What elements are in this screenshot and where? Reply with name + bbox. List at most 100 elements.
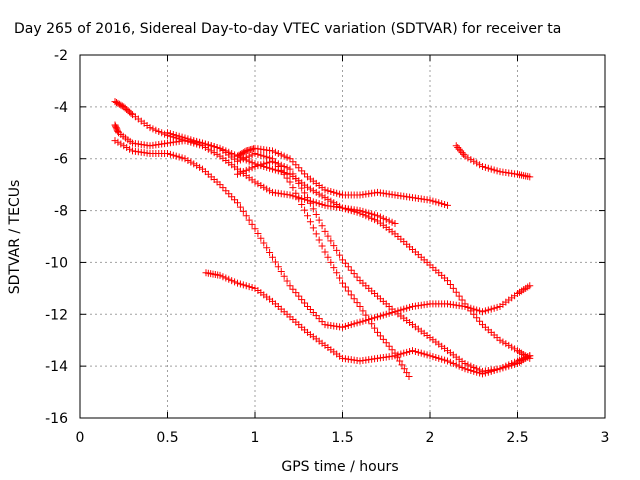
data-point-marker (397, 350, 405, 358)
data-point-marker (499, 338, 507, 346)
data-point-marker (301, 170, 309, 178)
data-point-marker (225, 190, 233, 198)
data-point-marker (409, 347, 416, 355)
y-tick-label: -14 (45, 359, 68, 375)
data-point-marker (379, 335, 387, 343)
data-point-marker (292, 175, 300, 183)
data-point-marker (403, 348, 411, 356)
data-point-marker (374, 212, 381, 220)
data-point-marker (327, 188, 335, 196)
data-point-marker (298, 201, 306, 209)
data-point-marker (271, 258, 279, 266)
data-point-marker (260, 183, 268, 191)
data-point-marker (508, 360, 516, 368)
data-point-marker (231, 278, 239, 286)
data-point-marker (219, 273, 227, 281)
data-point-marker (312, 188, 320, 196)
data-point-marker (222, 274, 230, 282)
data-point-marker (344, 322, 352, 330)
data-point-marker (169, 131, 177, 139)
data-point-marker (164, 129, 171, 137)
data-point-marker (234, 170, 241, 178)
data-point-marker (336, 251, 344, 259)
data-point-marker (476, 161, 484, 169)
data-point-marker (470, 157, 478, 165)
data-point-marker (327, 237, 335, 245)
data-point-marker (295, 179, 303, 187)
data-point-marker (277, 268, 285, 276)
data-point-marker (493, 303, 501, 311)
data-point-marker (414, 348, 422, 356)
data-point-marker (526, 173, 534, 181)
data-point-marker (330, 264, 338, 272)
data-point-marker (350, 270, 358, 278)
data-point-marker (187, 158, 195, 166)
data-point-marker (487, 367, 495, 375)
data-point-marker (289, 285, 297, 293)
data-point-marker (330, 242, 338, 250)
data-point-marker (225, 275, 233, 283)
data-point-marker (257, 161, 265, 169)
data-point-marker (283, 277, 291, 285)
data-point-marker (260, 152, 268, 160)
data-point-marker (333, 189, 341, 197)
data-point-marker (470, 367, 478, 375)
data-point-marker (502, 362, 510, 370)
data-point-marker (114, 127, 122, 135)
data-point-marker (280, 152, 288, 160)
data-point-marker (353, 273, 361, 281)
data-point-marker (251, 225, 259, 233)
data-point-marker (274, 160, 282, 168)
data-point-marker (216, 181, 224, 189)
x-tick-label: 1 (251, 430, 260, 446)
data-point-marker (245, 165, 253, 173)
data-point-marker (260, 160, 268, 168)
data-point-marker (505, 361, 513, 369)
data-point-marker (341, 322, 349, 330)
data-point-marker (385, 217, 393, 225)
data-point-marker (187, 136, 195, 144)
data-points (111, 98, 534, 381)
data-point-marker (359, 207, 367, 215)
data-point-marker (175, 132, 183, 140)
data-point-marker (228, 193, 236, 201)
data-point-marker (526, 352, 534, 360)
data-point-marker (172, 131, 180, 139)
data-point-marker (298, 184, 306, 192)
data-point-marker (321, 194, 329, 202)
data-point-marker (502, 340, 510, 348)
data-point-marker (248, 164, 256, 172)
data-point-marker (379, 311, 387, 319)
data-point-marker (283, 164, 291, 172)
data-point-marker (411, 347, 419, 355)
data-point-marker (444, 277, 451, 285)
data-point-marker (464, 303, 472, 311)
data-point-marker (464, 366, 472, 374)
data-point-marker (438, 355, 446, 363)
data-point-marker (324, 232, 332, 240)
axis-ticks: 0 0.5 1 1.5 2 2.5 3 -16 -14 -12 -10 -8 -6 -4 -2 (45, 48, 609, 446)
data-point-marker (403, 369, 411, 377)
data-point-marker (286, 155, 294, 163)
data-point-marker (127, 109, 135, 117)
data-point-marker (117, 140, 125, 148)
data-point-marker (382, 339, 390, 347)
data-point-marker (347, 321, 355, 329)
data-point-marker (271, 159, 279, 167)
data-point-marker (388, 346, 396, 354)
data-point-marker (234, 152, 241, 160)
data-point-marker (339, 279, 346, 287)
data-point-marker (178, 133, 186, 141)
data-point-marker (473, 306, 481, 314)
data-point-marker (231, 196, 239, 204)
data-point-marker (435, 354, 443, 362)
data-point-marker (239, 149, 247, 157)
data-point-marker (455, 292, 463, 300)
data-point-marker (327, 258, 335, 266)
data-point-marker (452, 288, 460, 296)
data-point-marker (309, 198, 317, 206)
data-point-marker (368, 210, 376, 218)
data-point-marker (257, 182, 265, 190)
data-point-marker (274, 263, 282, 271)
